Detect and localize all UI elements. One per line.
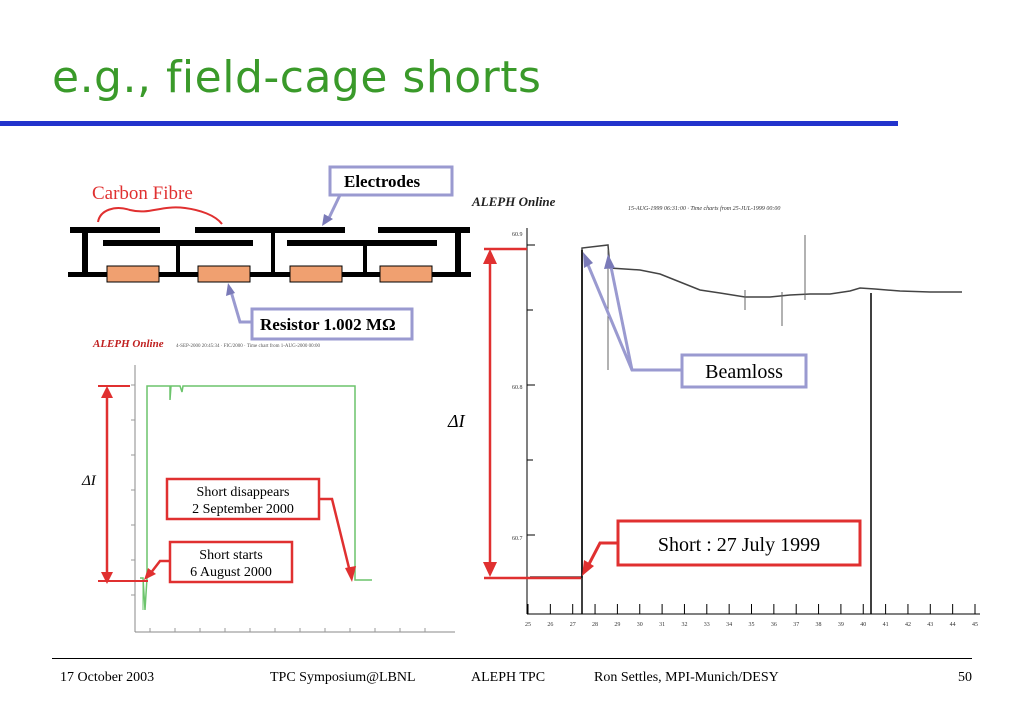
field-cage-schematic: Carbon Fibre Electrodes Resistor 1.002 M…	[68, 165, 471, 341]
electrode-strip	[378, 227, 470, 233]
svg-text:15-AUG-1999 06:31:00 · Time ch: 15-AUG-1999 06:31:00 · Time charts from …	[628, 205, 780, 212]
x-tick-label: 37	[793, 622, 799, 628]
left-delta-label: ΔI	[81, 473, 97, 489]
x-tick-label: 35	[749, 622, 755, 628]
x-tick-label: 27	[570, 622, 576, 628]
x-tick-label: 33	[704, 622, 710, 628]
title-underline	[0, 121, 898, 126]
x-tick-label: 34	[726, 622, 732, 628]
carbon-fibre-label: Carbon Fibre	[92, 183, 193, 204]
x-tick-label: 25	[525, 622, 531, 628]
resistor	[106, 265, 160, 283]
svg-text:60.8: 60.8	[512, 385, 523, 391]
x-tick-label: 44	[950, 622, 956, 628]
short-starts-line1: Short starts	[199, 548, 262, 563]
x-tick-label: 41	[883, 622, 889, 628]
left-plot: ALEPH Online 4-SEP-2000 20:45:34 · FIC/2…	[81, 338, 455, 633]
x-tick-label: 45	[972, 622, 978, 628]
footer-event: TPC Symposium@LBNL	[270, 670, 416, 685]
x-tick-label: 26	[547, 622, 553, 628]
right-delta-label: ΔI	[447, 411, 466, 431]
x-tick-label: 39	[838, 622, 844, 628]
resistor	[379, 265, 433, 283]
x-tick-label: 31	[659, 622, 665, 628]
short-disappears-callout	[165, 477, 321, 521]
x-tick-label: 32	[681, 622, 687, 628]
footer-date: 17 October 2003	[60, 670, 155, 685]
electrode-strip	[70, 227, 160, 233]
short-label: Short : 27 July 1999	[658, 534, 820, 556]
footer-topic: ALEPH TPC	[471, 670, 546, 685]
x-tick-label: 40	[860, 622, 866, 628]
electrodes-label: Electrodes	[344, 172, 421, 191]
x-tick-label: 28	[592, 622, 598, 628]
x-tick-label: 36	[771, 622, 777, 628]
x-tick-label: 43	[927, 622, 933, 628]
electrodes-callout	[328, 165, 454, 197]
right-plot: ALEPH Online 15-AUG-1999 06:31:00 · Time…	[447, 194, 980, 628]
electrode-strip	[287, 240, 437, 246]
left-current-trace	[140, 385, 372, 611]
x-tick-label: 42	[905, 622, 911, 628]
short-disappears-line1: Short disappears	[197, 485, 290, 500]
x-tick-label: 29	[614, 622, 620, 628]
svg-text:60.9: 60.9	[512, 232, 523, 238]
x-tick-label: 30	[637, 622, 643, 628]
resistor	[289, 265, 343, 283]
footer-rule	[52, 658, 972, 659]
electrode-strip	[103, 240, 253, 246]
page-title: e.g., field-cage shorts	[52, 52, 542, 103]
resistor-label: Resistor 1.002 MΩ	[260, 315, 396, 334]
resistor-callout	[250, 307, 414, 341]
right-plot-header: ALEPH Online	[471, 194, 556, 209]
beamloss-label: Beamloss	[705, 361, 783, 383]
footer-author: Ron Settles, MPI-Munich/DESY	[594, 670, 779, 685]
footer-page-number: 50	[958, 670, 972, 685]
electrode-strip	[195, 227, 345, 233]
resistor	[197, 265, 251, 283]
short-callout	[616, 519, 862, 567]
left-plot-header: ALEPH Online	[92, 338, 164, 350]
x-tick-label: 38	[816, 622, 822, 628]
svg-text:4-SEP-2000 20:45:34 · FIC/2000: 4-SEP-2000 20:45:34 · FIC/2000 · Time ch…	[176, 344, 321, 349]
short-starts-callout	[168, 540, 294, 584]
short-starts-line2: 6 August 2000	[190, 565, 272, 580]
carbon-fibre-line	[97, 206, 223, 225]
svg-text:60.7: 60.7	[512, 536, 523, 542]
short-disappears-line2: 2 September 2000	[192, 502, 294, 517]
